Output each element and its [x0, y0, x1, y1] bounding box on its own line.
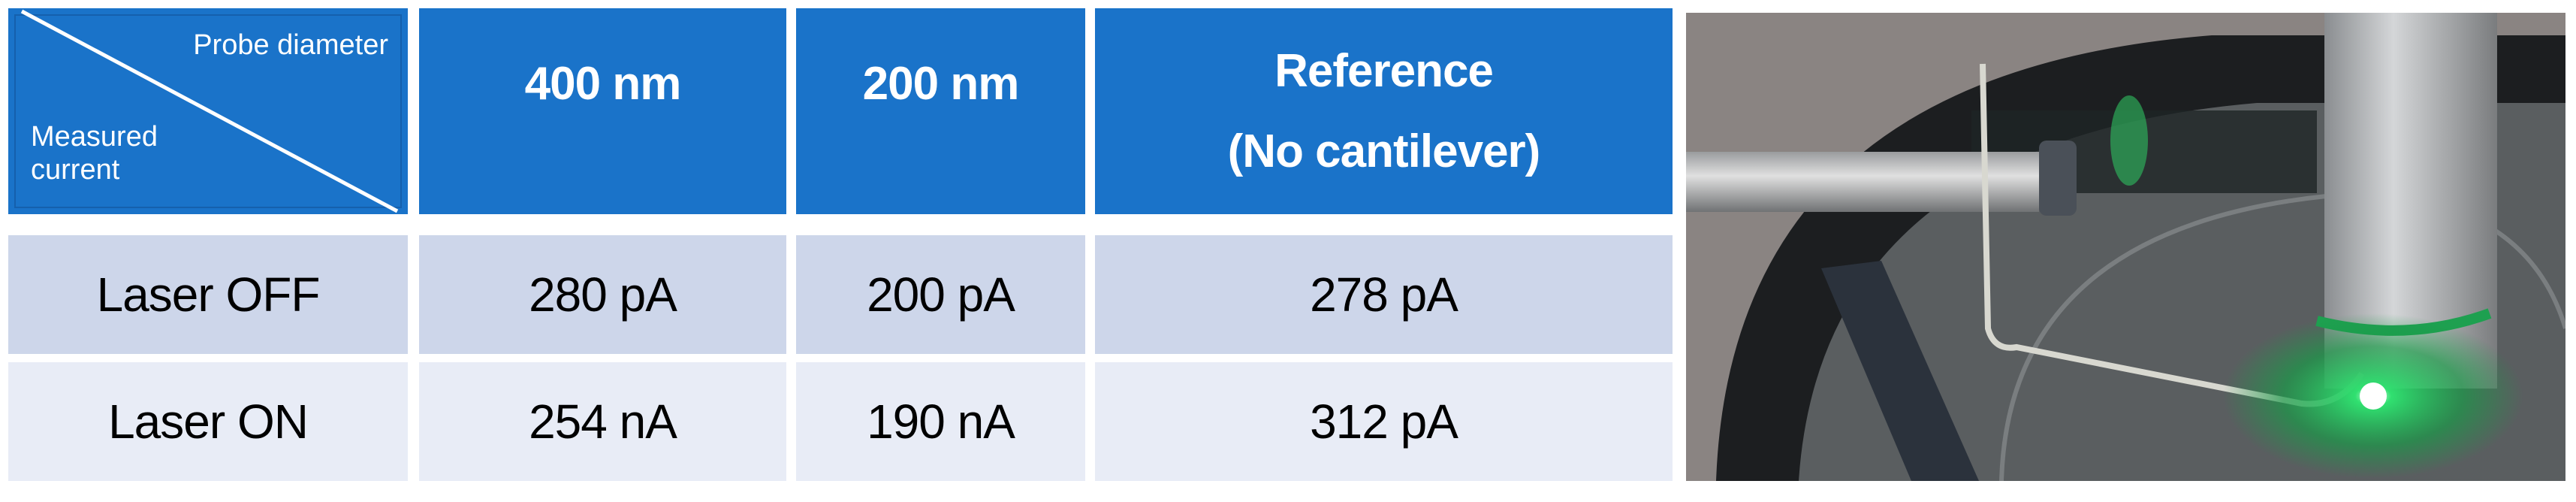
table-cell: 200 pA — [796, 235, 1085, 354]
column-header-reference: Reference (No cantilever) — [1095, 8, 1673, 214]
measured-current-label: Measured current — [31, 121, 158, 186]
column-header-200nm: 200 nm — [796, 8, 1085, 214]
row-label-laser-off: Laser OFF — [8, 235, 408, 354]
probe-diameter-label: Probe diameter — [193, 29, 388, 61]
diagonal-divider — [20, 9, 399, 213]
table-corner-header: Probe diameter Measured current — [8, 8, 408, 214]
row-label-laser-on: Laser ON — [8, 362, 408, 481]
table-cell: 254 nA — [419, 362, 786, 481]
experiment-photo — [1686, 13, 2565, 481]
column-header-400nm: 400 nm — [419, 8, 786, 214]
table-cell: 312 pA — [1095, 362, 1673, 481]
table-cell: 190 nA — [796, 362, 1085, 481]
table-cell: 278 pA — [1095, 235, 1673, 354]
table-cell: 280 pA — [419, 235, 786, 354]
